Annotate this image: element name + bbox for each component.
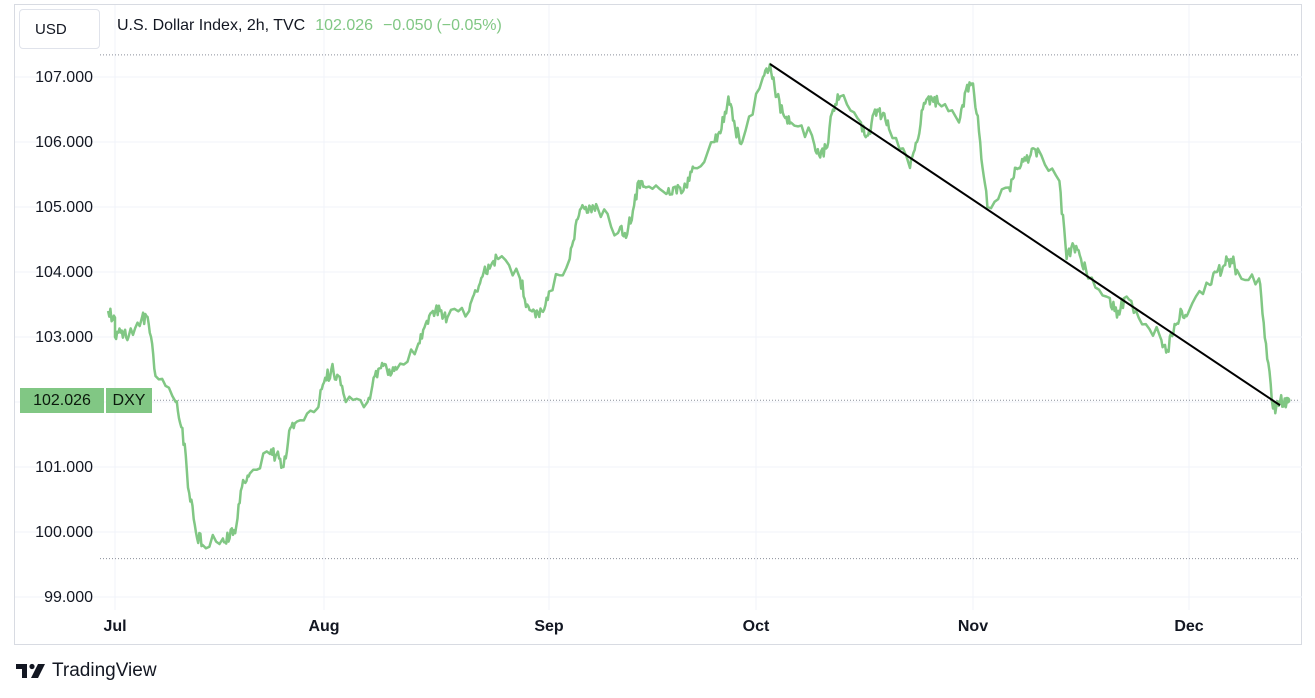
last-price-point bbox=[1283, 396, 1291, 404]
legend-last: 102.026 bbox=[315, 17, 374, 34]
x-tick-label-oct: Oct bbox=[743, 618, 770, 635]
y-axis-labels: 107.000 106.000 105.000 104.000 103.000 101.0… bbox=[35, 69, 93, 606]
y-tick-label-1: 106.000 bbox=[35, 134, 93, 151]
y-tick-label-4: 103.000 bbox=[35, 329, 93, 346]
last-price-tag: 102.026 DXY bbox=[20, 388, 152, 413]
x-tick-label-dec: Dec bbox=[1174, 618, 1203, 635]
y-tick-label-0: 107.000 bbox=[35, 69, 93, 86]
dxy-price-series bbox=[106, 62, 1289, 550]
tradingview-brand[interactable]: TradingView bbox=[16, 660, 157, 682]
y-tick-label-6: 101.000 bbox=[35, 459, 93, 476]
symbol-label: USD bbox=[35, 20, 67, 38]
y-tick-label-2: 105.000 bbox=[35, 199, 93, 216]
brand-name: TradingView bbox=[52, 660, 157, 681]
y-tick-label-8: 99.000 bbox=[44, 589, 93, 606]
legend-title: U.S. Dollar Index, 2h, TVC bbox=[117, 17, 306, 34]
chart-legend: U.S. Dollar Index, 2h, TVC 102.026 −0.05… bbox=[117, 17, 502, 35]
x-tick-label-nov: Nov bbox=[958, 618, 988, 635]
ticker-label: DXY bbox=[106, 388, 152, 413]
legend-change-pct: (−0.05%) bbox=[436, 17, 502, 34]
y-tick-label-3: 104.000 bbox=[35, 264, 93, 281]
x-tick-label-jul: Jul bbox=[103, 618, 126, 635]
symbol-search-button[interactable]: USD bbox=[19, 9, 100, 49]
y-tick-label-7: 100.000 bbox=[35, 524, 93, 541]
x-axis-labels: Jul Aug Sep Oct Nov Dec bbox=[103, 618, 1203, 635]
grid-lines bbox=[15, 5, 1302, 610]
legend-change: −0.050 bbox=[383, 17, 433, 34]
x-tick-label-sep: Sep bbox=[534, 618, 564, 635]
tradingview-logo-icon bbox=[16, 663, 45, 678]
last-price-value: 102.026 bbox=[20, 388, 104, 413]
trend-line bbox=[769, 63, 1281, 407]
x-tick-label-aug: Aug bbox=[308, 618, 339, 635]
